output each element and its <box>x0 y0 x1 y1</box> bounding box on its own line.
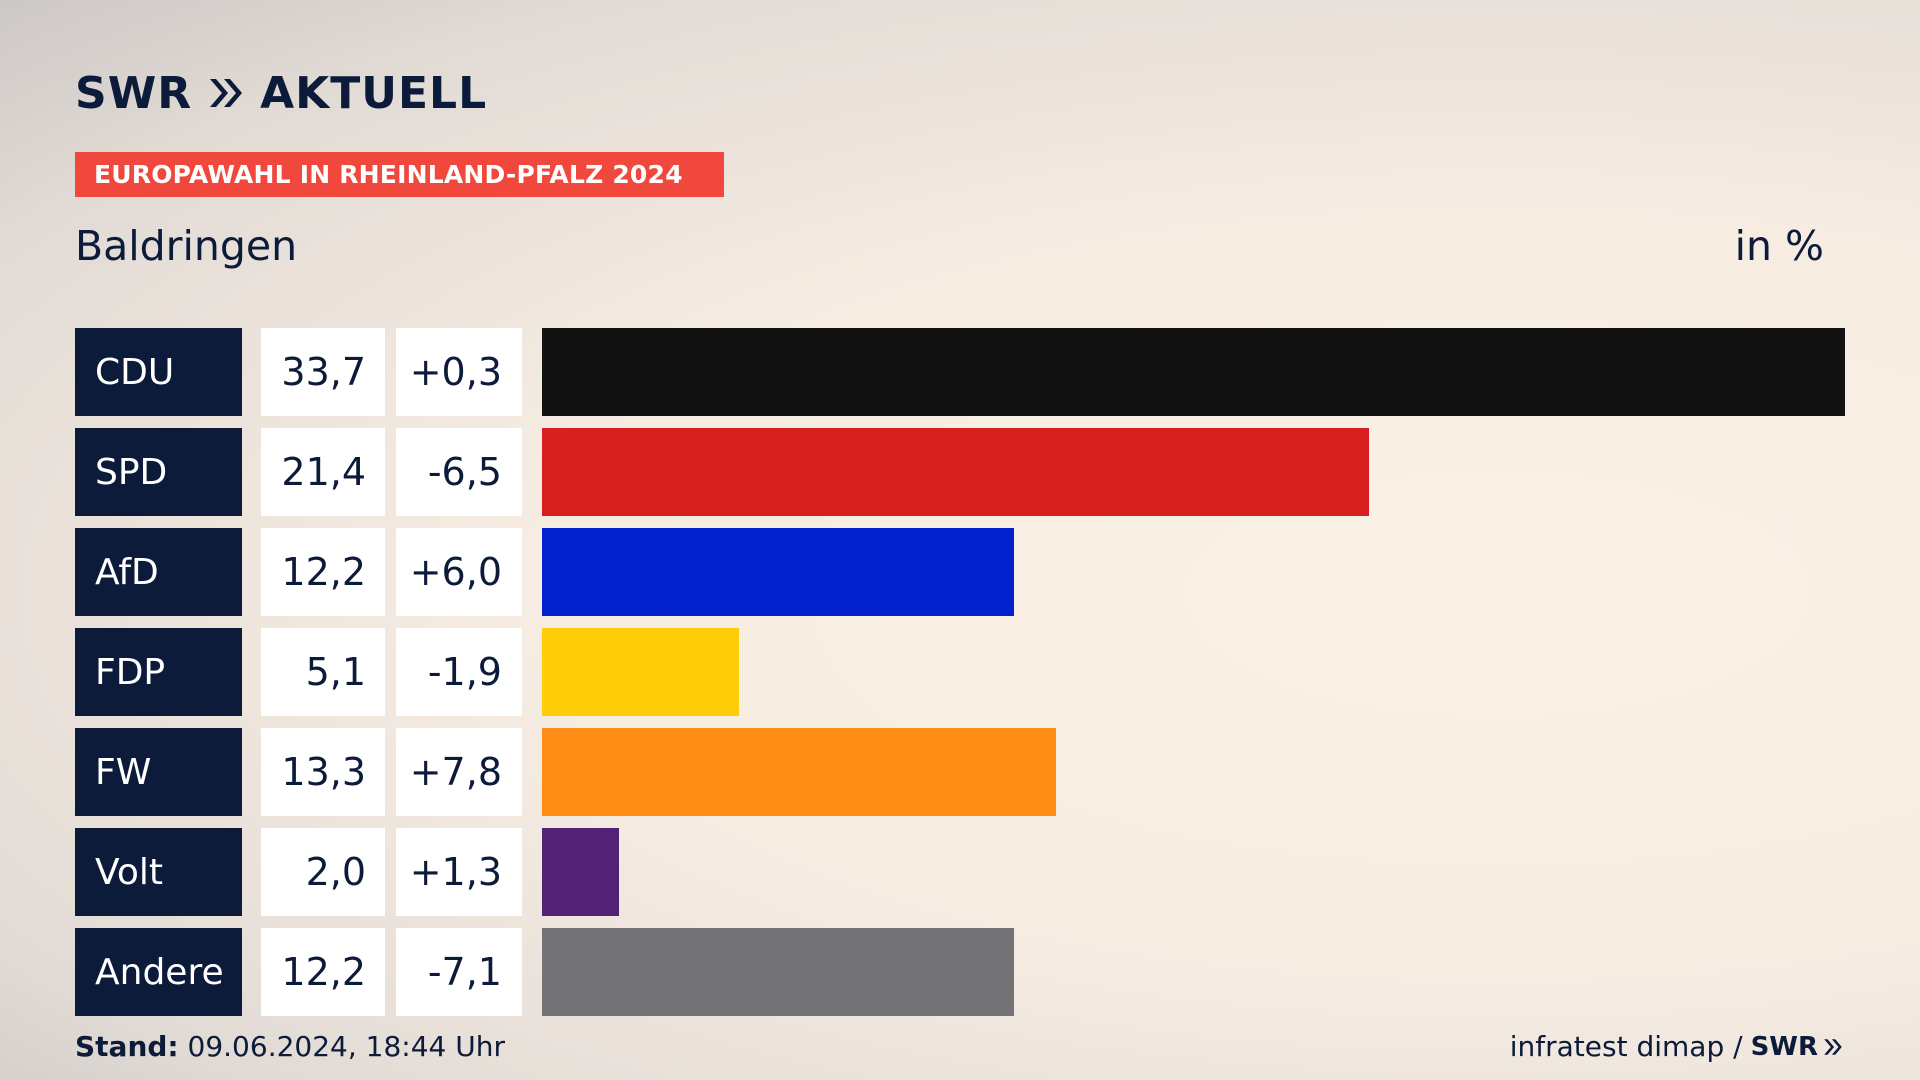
bar <box>542 628 739 716</box>
party-label: CDU <box>75 328 242 416</box>
change-label: +1,3 <box>396 828 522 916</box>
party-label: FW <box>75 728 242 816</box>
stand-value: 09.06.2024, 18:44 Uhr <box>187 1030 505 1063</box>
change-label: -1,9 <box>396 628 522 716</box>
change-label: +0,3 <box>396 328 522 416</box>
change-label: +6,0 <box>396 528 522 616</box>
logo-aktuell-text: AKTUELL <box>260 67 488 119</box>
change-label: -6,5 <box>396 428 522 516</box>
value-label: 21,4 <box>261 428 385 516</box>
double-chevron-small-icon <box>1824 1038 1842 1055</box>
bar <box>542 928 1014 1016</box>
party-label: Andere <box>75 928 242 1016</box>
bar <box>542 828 619 916</box>
stand-label: Stand: <box>75 1030 179 1063</box>
logo-swr-text: SWR <box>75 67 193 119</box>
value-label: 13,3 <box>261 728 385 816</box>
value-label: 33,7 <box>261 328 385 416</box>
value-label: 12,2 <box>261 928 385 1016</box>
value-label: 2,0 <box>261 828 385 916</box>
source-logo: SWR <box>1751 1032 1844 1062</box>
party-label: FDP <box>75 628 242 716</box>
party-label: Volt <box>75 828 242 916</box>
unit-label: in % <box>1734 222 1824 270</box>
location-title: Baldringen <box>75 222 298 270</box>
bar <box>542 728 1056 816</box>
change-label: +7,8 <box>396 728 522 816</box>
double-chevron-icon <box>210 79 243 107</box>
bar <box>542 428 1369 516</box>
bar <box>542 528 1014 616</box>
bar <box>542 328 1845 416</box>
swr-aktuell-logo: SWR AKTUELL <box>75 66 487 120</box>
source-credit: infratest dimap / SWR <box>1510 1030 1844 1063</box>
value-label: 5,1 <box>261 628 385 716</box>
election-badge: EUROPAWAHL IN RHEINLAND-PFALZ 2024 <box>75 152 724 197</box>
change-label: -7,1 <box>396 928 522 1016</box>
party-label: SPD <box>75 428 242 516</box>
source-logo-text: SWR <box>1750 1031 1818 1062</box>
source-text: infratest dimap / <box>1509 1030 1743 1063</box>
party-label: AfD <box>75 528 242 616</box>
value-label: 12,2 <box>261 528 385 616</box>
timestamp: Stand: 09.06.2024, 18:44 Uhr <box>75 1030 505 1063</box>
